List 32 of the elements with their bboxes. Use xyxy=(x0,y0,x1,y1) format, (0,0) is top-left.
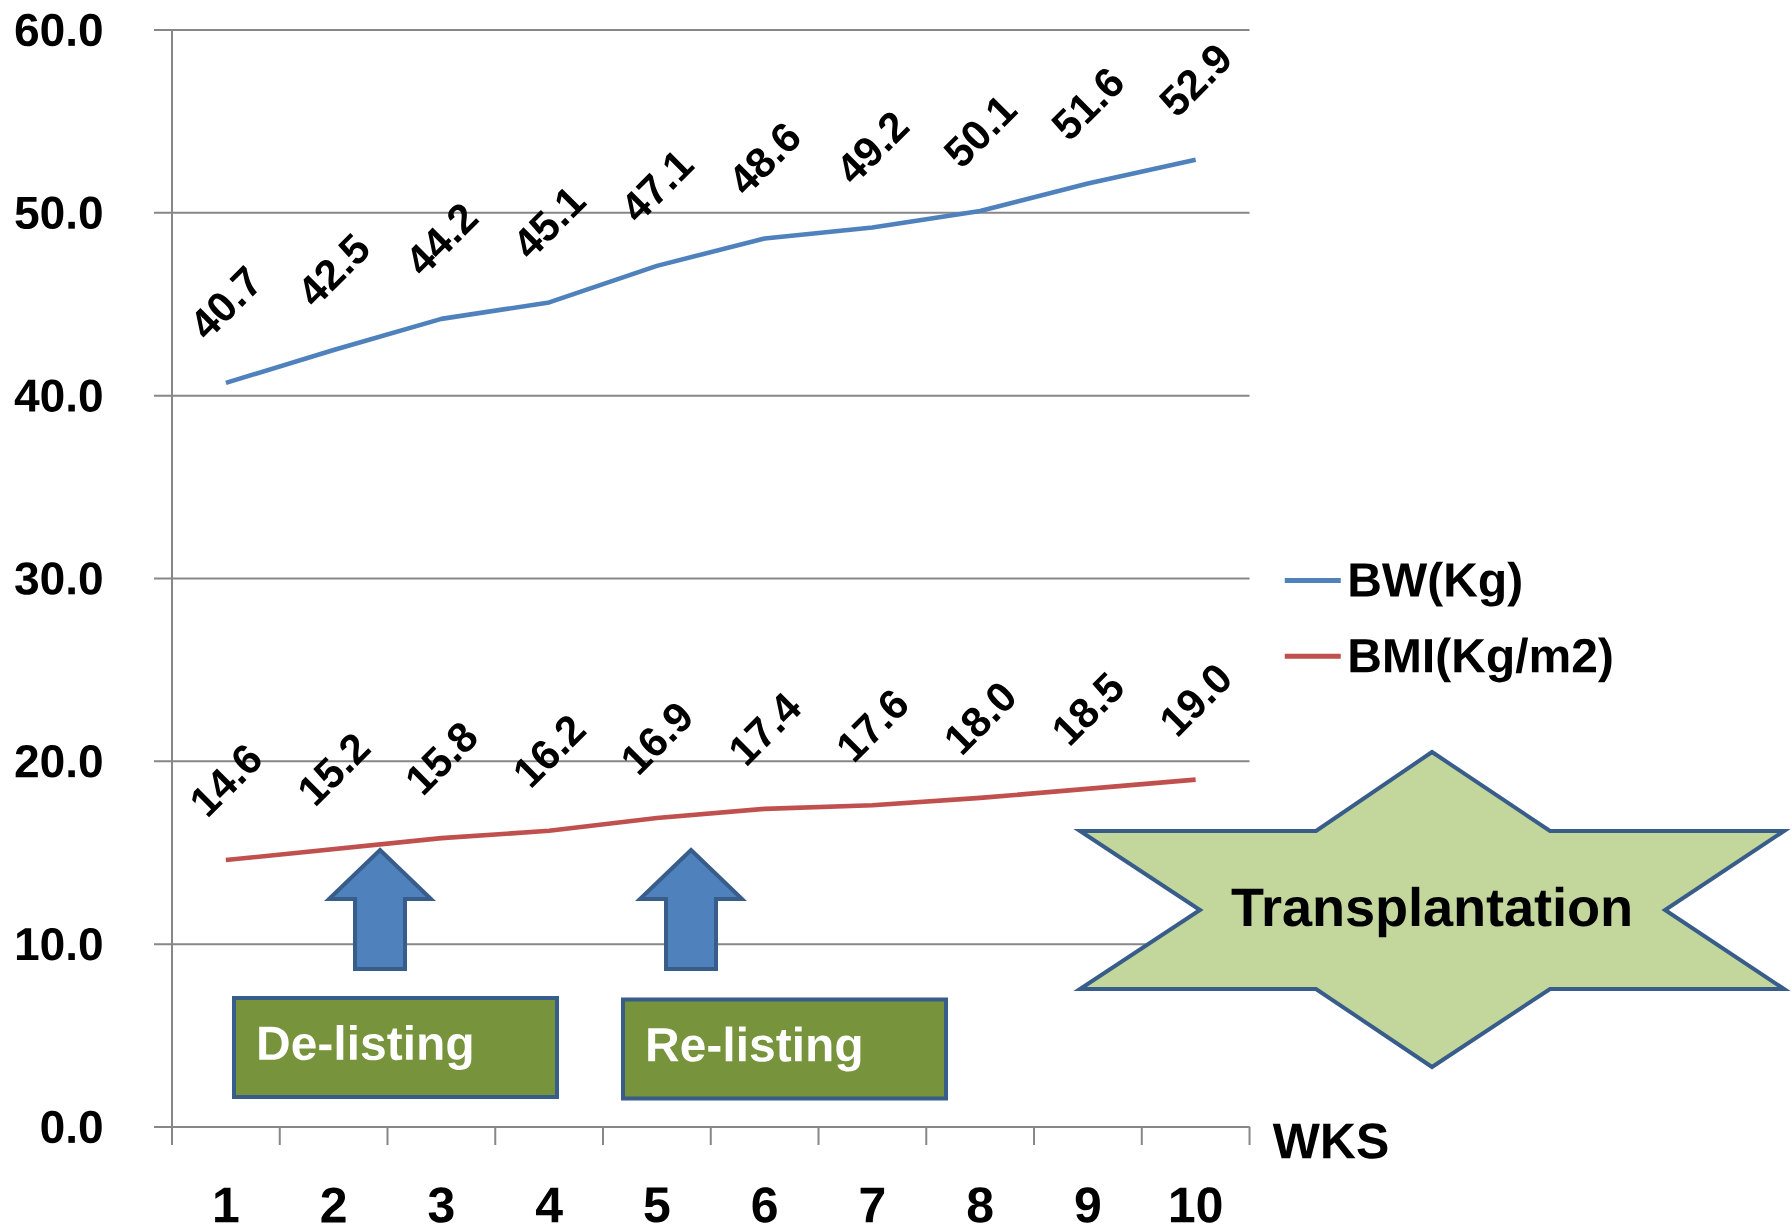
data-label: 49.2 xyxy=(842,112,911,182)
data-label: 50.1 xyxy=(943,97,1019,166)
legend-label: BMI(Kg/m2) xyxy=(1350,637,1612,683)
data-label: 52.9 xyxy=(1158,45,1230,115)
x-tick-label: 8 xyxy=(967,1187,993,1223)
data-label: 51.6 xyxy=(1051,69,1123,139)
y-tick-label: 0.0 xyxy=(41,1110,102,1144)
x-tick-label: 9 xyxy=(1075,1187,1100,1223)
x-tick-label: 1 xyxy=(215,1187,239,1223)
x-tick-label: 5 xyxy=(644,1187,670,1223)
y-tick-label: 50.0 xyxy=(15,196,102,230)
y-tick-label: 40.0 xyxy=(14,379,102,412)
data-label: 47.1 xyxy=(626,152,696,221)
annotation: Re-listing xyxy=(648,1026,861,1072)
annotation: Transplantation xyxy=(1231,886,1630,938)
y-tick-label: 20.0 xyxy=(15,745,102,778)
x-tick-label: 2 xyxy=(321,1187,346,1223)
x-axis-title: WKS xyxy=(1272,1123,1388,1159)
x-tick-label: 7 xyxy=(860,1187,885,1223)
x-tick-label: 4 xyxy=(535,1187,563,1223)
data-label: 16.9 xyxy=(623,703,691,776)
x-tick-label: 6 xyxy=(752,1187,777,1223)
x-tick-label: 10 xyxy=(1170,1187,1222,1223)
data-label: 48.6 xyxy=(734,123,800,193)
data-label: 45.1 xyxy=(518,188,588,257)
data-label: 44.2 xyxy=(411,204,480,274)
x-tick-label: 3 xyxy=(428,1187,454,1223)
y-tick-label: 30.0 xyxy=(15,562,102,595)
legend-label: BW(Kg) xyxy=(1350,561,1521,607)
annotation: De-listing xyxy=(259,1025,472,1070)
y-tick-label: 10.0 xyxy=(16,927,102,961)
y-tick-label: 60.0 xyxy=(15,13,102,47)
